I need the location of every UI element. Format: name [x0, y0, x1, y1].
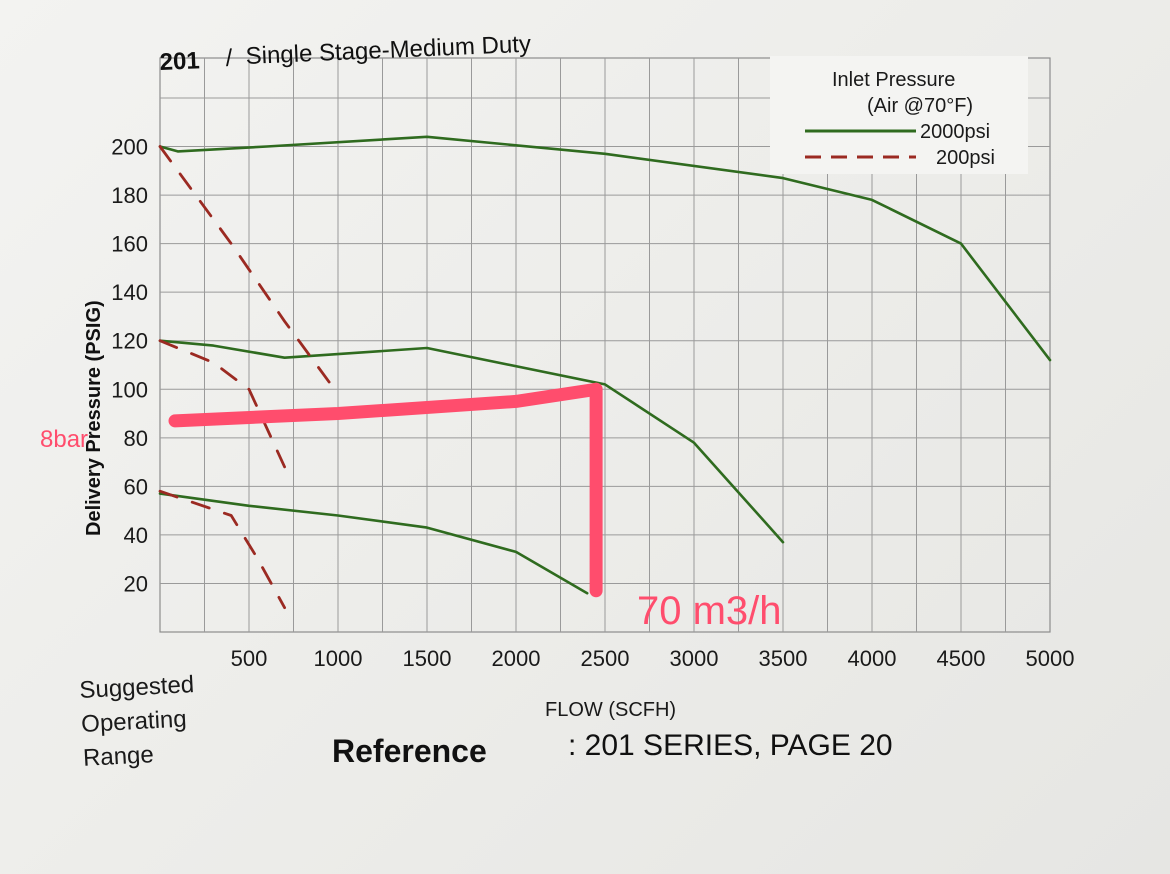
legend-label-2000psi: 2000psi [920, 121, 990, 143]
y-tick-label: 20 [124, 571, 148, 596]
x-tick-label: 4500 [937, 646, 986, 671]
x-tick-label: 1500 [403, 646, 452, 671]
x-tick-label: 3000 [670, 646, 719, 671]
y-tick-labels: 20 40 60 80 100 120 140 160 180 200 [111, 135, 148, 597]
y-axis-label: Delivery Pressure (PSIG) [83, 300, 105, 536]
chart-curves [158, 135, 1052, 610]
series-line-2000psi-120 [158, 339, 785, 544]
suggested-range-line-3: Range [82, 741, 154, 772]
chart-title-number: 201 [159, 47, 200, 76]
y-tick-label: 180 [111, 183, 148, 208]
reference-label: Reference [332, 733, 487, 769]
x-axis-label: FLOW (SCFH) [545, 699, 676, 721]
legend-subtitle: (Air @70°F) [867, 95, 973, 117]
legend-title: Inlet Pressure [832, 69, 955, 91]
series-line-200psi-60 [158, 489, 287, 610]
chart-title-text: Single Stage-Medium Duty [245, 31, 531, 70]
y-tick-label: 140 [111, 280, 148, 305]
reference-line: Reference : 201 SERIES, PAGE 20 [332, 729, 893, 769]
reference-text: : 201 SERIES, PAGE 20 [568, 729, 893, 762]
series-line-2000psi-200 [158, 135, 1052, 362]
x-tick-label: 3500 [759, 646, 808, 671]
x-tick-labels: 500 1000 1500 2000 2500 3000 3500 4000 4500 5000 [231, 646, 1075, 671]
annotation-flow-label: 70 m3/h [637, 589, 782, 633]
series-line-200psi-120 [158, 339, 287, 469]
y-tick-label: 200 [111, 135, 148, 160]
legend-background [770, 56, 1028, 174]
handwritten-annotation: 8bar 70 m3/h [40, 382, 782, 633]
x-tick-label: 4000 [848, 646, 897, 671]
series-line-2000psi-60 [158, 492, 589, 595]
x-tick-label: 2500 [581, 646, 630, 671]
suggested-range-line-1: Suggested [79, 671, 195, 704]
suggested-range-line-2: Operating [81, 705, 188, 737]
y-tick-label: 40 [124, 523, 148, 548]
y-tick-label: 160 [111, 232, 148, 257]
suggested-range-note: Suggested Operating Range [79, 671, 195, 772]
x-tick-label: 500 [231, 646, 268, 671]
y-tick-label: 120 [111, 329, 148, 354]
x-tick-label: 5000 [1026, 646, 1075, 671]
legend: Inlet Pressure (Air @70°F) 2000psi 200ps… [770, 56, 1028, 174]
y-tick-label: 60 [124, 474, 148, 499]
legend-label-200psi: 200psi [936, 147, 995, 169]
x-tick-label: 1000 [314, 646, 363, 671]
y-tick-label: 80 [124, 426, 148, 451]
chart-title-separator: / [225, 45, 233, 72]
y-tick-label: 100 [111, 377, 148, 402]
annotation-horizontal-stroke [168, 382, 603, 428]
annotation-pressure-label: 8bar [40, 426, 88, 453]
x-tick-label: 2000 [492, 646, 541, 671]
